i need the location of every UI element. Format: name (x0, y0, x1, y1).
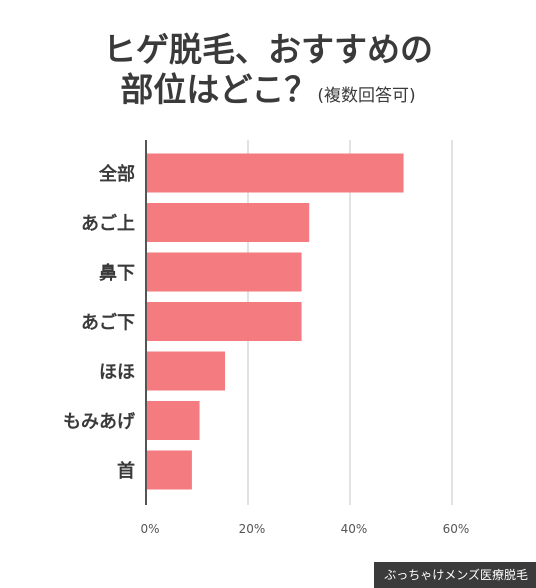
title-line-1: ヒゲ脱毛、おすすめの (103, 30, 433, 69)
x-tick-label: 0% (140, 522, 159, 536)
chart-title: ヒゲ脱毛、おすすめの 部位はどこ？(複数回答可) (0, 30, 536, 116)
title-line-2-main: 部位はどこ？ (120, 70, 318, 109)
title-subtitle: (複数回答可) (317, 86, 416, 106)
category-label: ほほ (99, 362, 135, 383)
x-tick-label: 20% (239, 522, 266, 536)
bar (146, 302, 302, 341)
category-label: あご上 (81, 213, 135, 235)
bar (146, 401, 200, 440)
title-line-2: 部位はどこ？(複数回答可) (0, 70, 536, 116)
bar (146, 153, 404, 193)
x-tick-label: 60% (443, 522, 470, 536)
watermark: ぶっちゃけメンズ医療脱毛 (374, 562, 536, 588)
bar (146, 252, 302, 292)
bar (146, 450, 192, 490)
bar (146, 351, 226, 391)
category-label: 首 (117, 460, 135, 482)
bar (146, 203, 310, 242)
x-tick-label: 40% (341, 522, 368, 536)
category-label: もみあげ (63, 412, 136, 433)
category-label: 鼻下 (99, 262, 135, 284)
category-label: あご下 (81, 312, 135, 334)
category-label: 全部 (98, 163, 135, 185)
